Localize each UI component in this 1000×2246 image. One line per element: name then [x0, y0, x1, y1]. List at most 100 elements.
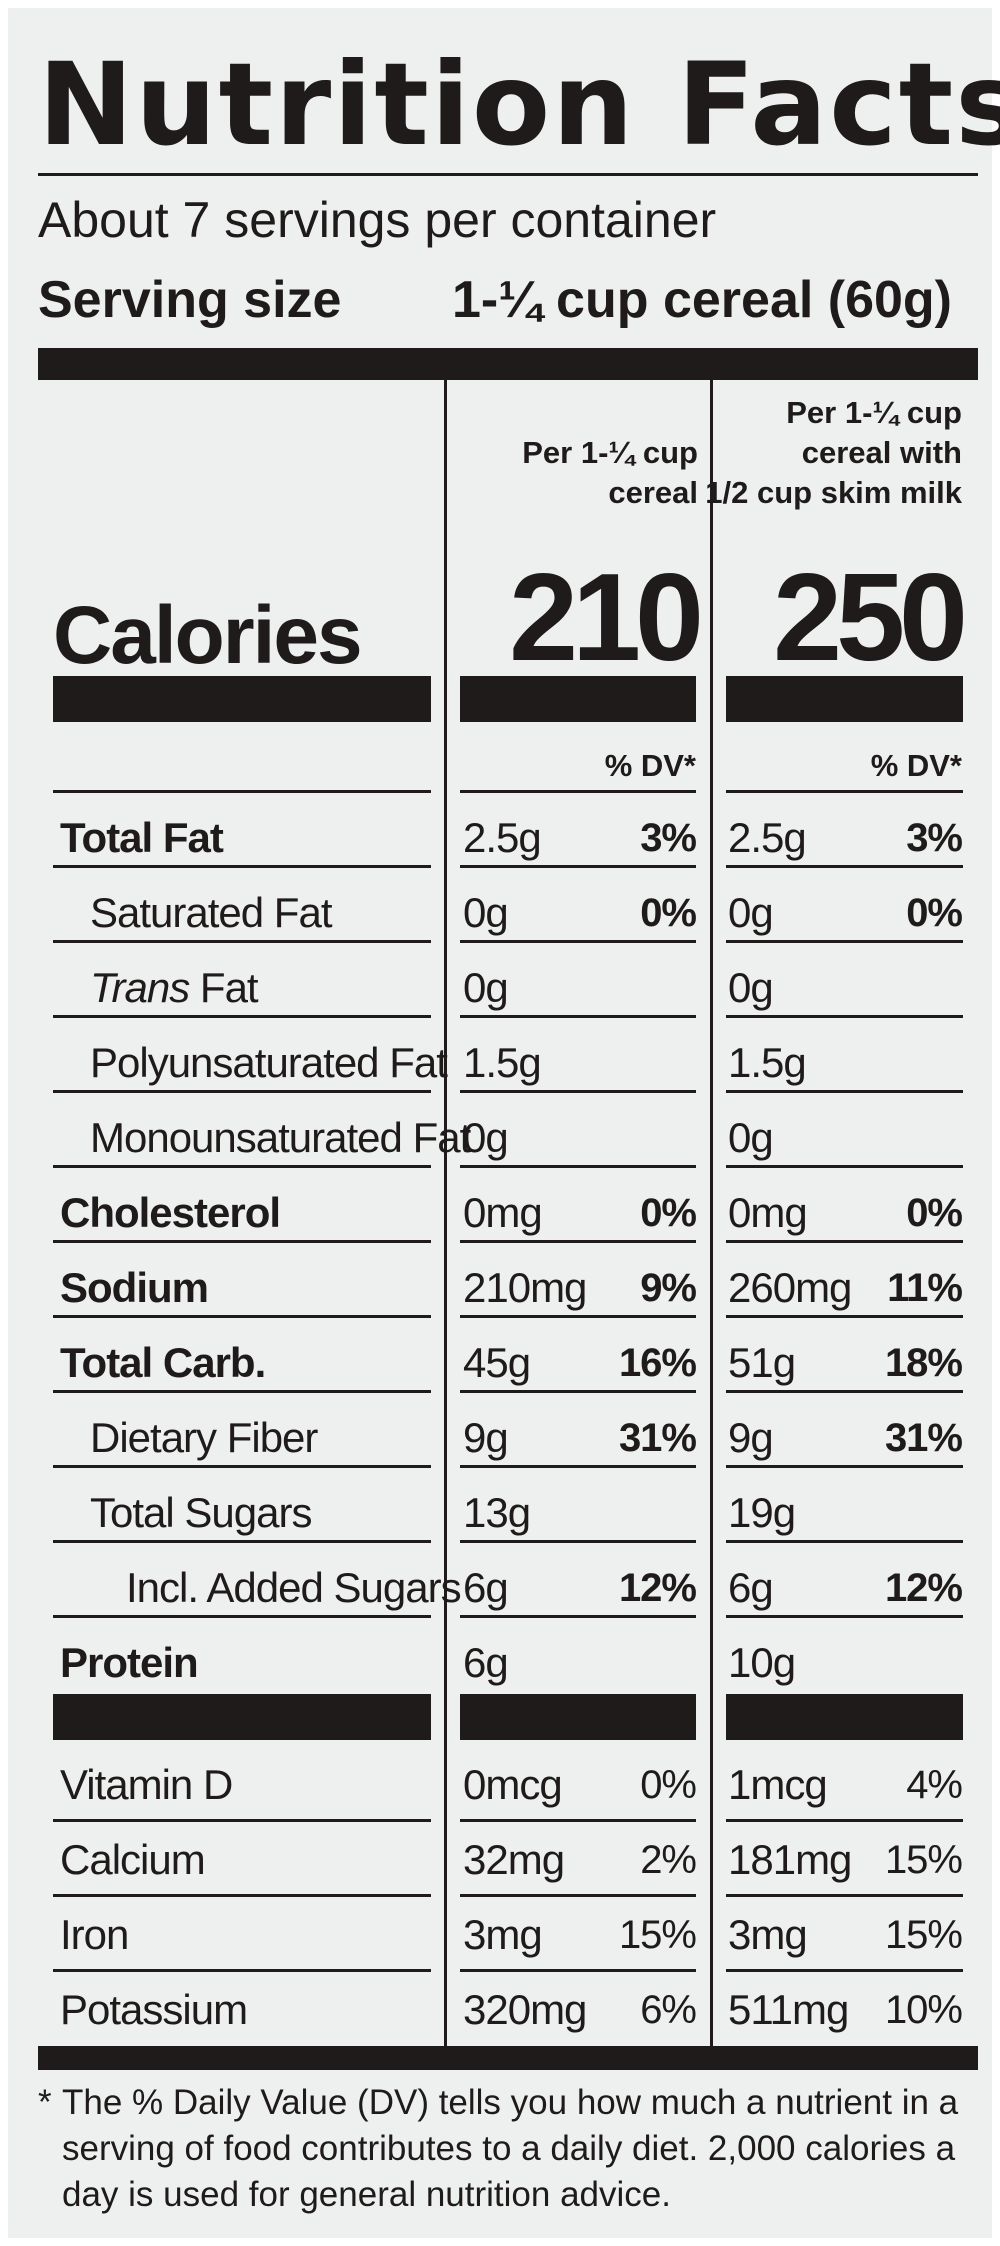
row-divider — [53, 1165, 431, 1168]
thick-divider — [53, 676, 431, 722]
amount-column-2: 3mg — [728, 1911, 808, 1958]
dv-column-1: 0% — [640, 891, 697, 935]
row-divider — [726, 1315, 963, 1318]
servings-per-container: About 7 servings per container — [38, 192, 717, 248]
amount-column-2: 1.5g — [728, 1039, 807, 1086]
thick-divider — [726, 1694, 963, 1740]
row-divider — [726, 1540, 963, 1543]
nutrient-name-saturated-fat: Saturated Fat — [90, 889, 332, 936]
row-divider — [726, 1819, 963, 1822]
serving-size-value: 1-¼ cup cereal (60g) — [452, 271, 952, 329]
amount-column-1: 32mg — [463, 1836, 565, 1883]
amount-column-1: 0g — [463, 1114, 509, 1161]
divider — [38, 173, 978, 176]
row-divider — [726, 1969, 963, 1972]
dv-column-2: 15% — [884, 1913, 963, 1957]
footnote-asterisk: * — [38, 2083, 52, 2122]
dv-column-1: 12% — [618, 1566, 697, 1610]
amount-column-2: 51g — [728, 1339, 796, 1386]
row-divider — [726, 1015, 963, 1018]
row-divider — [460, 1615, 696, 1618]
dv-header-column-1: % DV* — [604, 748, 696, 783]
row-divider — [726, 1390, 963, 1393]
nutrient-name-monounsaturated-fat: Monounsaturated Fat — [90, 1114, 471, 1161]
dv-column-2: 15% — [884, 1838, 963, 1882]
row-divider — [53, 1894, 431, 1897]
nutrient-name-total-sugars: Total Sugars — [90, 1489, 312, 1536]
dv-column-2: 31% — [884, 1416, 963, 1460]
nutrition-facts-title: Nutrition Facts — [38, 38, 1000, 171]
dv-column-2: 3% — [906, 816, 963, 860]
amount-column-2: 0mg — [728, 1189, 808, 1236]
row-divider — [53, 1090, 431, 1093]
dv-column-2: 11% — [887, 1266, 963, 1310]
row-divider — [53, 1015, 431, 1018]
calories-value-column-1: 210 — [509, 549, 704, 687]
dv-column-1: 6% — [640, 1988, 697, 2032]
row-divider — [460, 1090, 696, 1093]
row-divider — [726, 1465, 963, 1468]
nutrient-name-total-carb: Total Carb. — [60, 1339, 266, 1386]
amount-column-1: 0g — [463, 964, 509, 1011]
vitamin-name-potassium: Potassium — [60, 1986, 248, 2033]
amount-column-2: 2.5g — [728, 814, 807, 861]
dv-column-2: 0% — [906, 891, 963, 935]
amount-column-1: 6g — [463, 1564, 509, 1611]
row-divider — [460, 1465, 696, 1468]
row-divider — [53, 1615, 431, 1618]
amount-column-2: 0g — [728, 964, 774, 1011]
row-divider — [53, 1969, 431, 1972]
thick-divider — [53, 1694, 431, 1740]
nutrient-name-total-fat: Total Fat — [60, 814, 224, 861]
row-divider — [460, 1240, 696, 1243]
row-divider — [726, 1615, 963, 1618]
row-divider — [726, 865, 963, 868]
row-divider — [53, 1315, 431, 1318]
row-divider — [53, 1240, 431, 1243]
amount-column-1: 1.5g — [463, 1039, 542, 1086]
dv-column-1: 16% — [618, 1341, 697, 1385]
row-divider — [726, 1090, 963, 1093]
nutrient-name-cholesterol: Cholesterol — [60, 1189, 281, 1236]
nutrient-name-protein: Protein — [60, 1639, 199, 1686]
amount-column-1: 210mg — [463, 1264, 587, 1311]
dv-column-1: 31% — [618, 1416, 697, 1460]
vitamin-name-calcium: Calcium — [60, 1836, 206, 1883]
row-divider — [726, 1240, 963, 1243]
dv-column-2: 10% — [884, 1988, 963, 2032]
dv-column-2: 0% — [906, 1191, 963, 1235]
amount-column-1: 0mcg — [463, 1761, 563, 1808]
row-divider — [460, 790, 696, 793]
vitamin-name-vitamin-d: Vitamin D — [60, 1761, 233, 1808]
row-divider — [460, 865, 696, 868]
nutrient-name-dietary-fiber: Dietary Fiber — [90, 1414, 318, 1461]
amount-column-2: 0g — [728, 1114, 774, 1161]
amount-column-1: 320mg — [463, 1986, 587, 2033]
amount-column-2: 9g — [728, 1414, 774, 1461]
dv-column-1: 2% — [640, 1838, 697, 1882]
amount-column-1: 3mg — [463, 1911, 543, 1958]
thick-divider — [460, 676, 696, 722]
calories-label: Calories — [53, 590, 363, 681]
vitamin-name-iron: Iron — [60, 1911, 129, 1958]
column-divider — [710, 380, 713, 2046]
dv-column-1: 3% — [640, 816, 697, 860]
amount-column-1: 13g — [463, 1489, 531, 1536]
amount-column-1: 0mg — [463, 1189, 543, 1236]
dv-column-2: 12% — [884, 1566, 963, 1610]
column-1-header: Per 1-¼ cup cereal — [522, 435, 698, 510]
thick-divider — [460, 1694, 696, 1740]
dv-column-1: 9% — [640, 1266, 697, 1310]
serving-size-label: Serving size — [38, 271, 342, 329]
dv-column-2: 4% — [906, 1763, 963, 1807]
amount-column-2: 1mcg — [728, 1761, 828, 1808]
daily-value-footnote: * The % Daily Value (DV) tells you how m… — [38, 2080, 968, 2218]
row-divider — [53, 865, 431, 868]
calories-value-column-2: 250 — [773, 549, 968, 687]
row-divider — [460, 1894, 696, 1897]
thick-divider — [38, 348, 978, 380]
row-divider — [460, 1165, 696, 1168]
row-divider — [53, 1465, 431, 1468]
thick-divider — [726, 676, 963, 722]
row-divider — [53, 1540, 431, 1543]
